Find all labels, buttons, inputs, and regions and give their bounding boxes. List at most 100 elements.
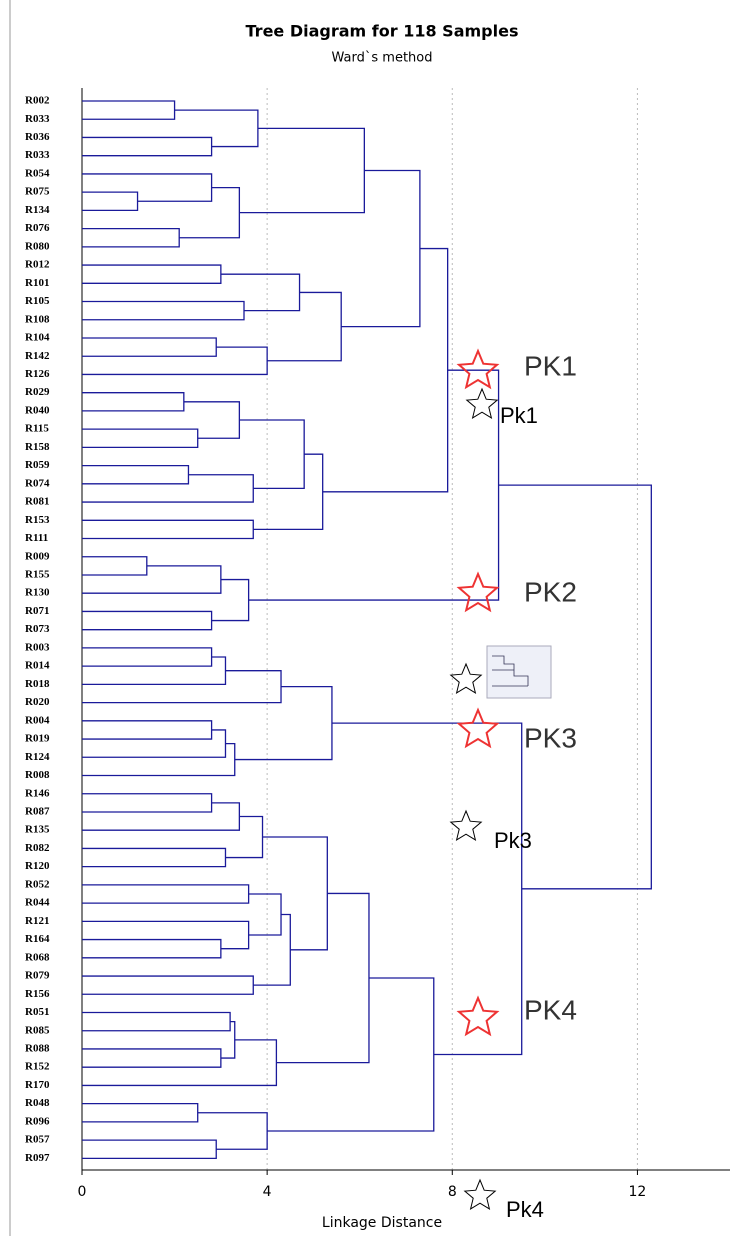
leaf-label: R014	[25, 660, 50, 672]
link	[82, 101, 175, 119]
leaf-label: R044	[25, 897, 50, 909]
leaf-label: R170	[25, 1079, 50, 1091]
chart-title: Tree Diagram for 118 Samples	[246, 22, 519, 41]
link	[82, 1104, 198, 1122]
link	[82, 338, 216, 356]
link	[82, 302, 244, 320]
leaf-label: R156	[25, 988, 50, 1000]
leaf-label: R079	[25, 970, 50, 982]
leaf-label: R155	[25, 569, 50, 581]
leaf-label: R080	[25, 240, 50, 252]
link	[235, 687, 332, 760]
leaf-label: R096	[25, 1115, 50, 1127]
leaf-label: R054	[25, 167, 50, 179]
annotation: Pk1	[500, 403, 538, 428]
annotation: PK4	[524, 994, 577, 1025]
link	[82, 520, 253, 538]
leaf-label: R108	[25, 313, 50, 325]
star	[467, 389, 497, 418]
leaf-label: R073	[25, 623, 50, 635]
star	[459, 998, 497, 1034]
link	[332, 723, 522, 1054]
link	[82, 137, 212, 155]
leaf-label: R068	[25, 951, 50, 963]
link	[82, 393, 184, 411]
leaf-label: R087	[25, 806, 50, 818]
leaf-label: R051	[25, 1006, 49, 1018]
leaf-label: R085	[25, 1024, 50, 1036]
leaf-label: R002	[25, 95, 50, 107]
link	[249, 370, 499, 600]
leaf-label: R029	[25, 386, 50, 398]
star	[459, 574, 497, 610]
link	[82, 803, 239, 830]
link	[82, 174, 212, 201]
star	[459, 710, 497, 746]
x-tick-label: 4	[263, 1184, 272, 1200]
leaf-label: R082	[25, 842, 50, 854]
leaf-label: R158	[25, 441, 50, 453]
link	[82, 557, 147, 575]
leaf-label: R134	[25, 204, 50, 216]
link	[82, 1049, 221, 1067]
link	[253, 915, 290, 986]
star	[459, 351, 497, 387]
link	[267, 978, 434, 1131]
link	[82, 229, 179, 247]
leaf-label: R036	[25, 131, 50, 143]
x-tick-label: 8	[448, 1184, 457, 1200]
x-tick-label: 0	[78, 1184, 87, 1200]
leaf-label: R135	[25, 824, 50, 836]
leaf-label: R142	[25, 350, 50, 362]
link	[82, 657, 225, 684]
leaf-label: R033	[25, 113, 50, 125]
link	[82, 347, 267, 374]
link	[82, 940, 221, 958]
leaf-label: R088	[25, 1042, 50, 1054]
leaf-label: R115	[25, 423, 49, 435]
leaf-label: R003	[25, 641, 50, 653]
leaf-label: R048	[25, 1097, 50, 1109]
star	[451, 664, 481, 693]
leaf-label: R052	[25, 878, 50, 890]
link	[82, 192, 138, 210]
link	[82, 265, 221, 283]
leaf-label: R101	[25, 277, 49, 289]
link	[82, 1140, 216, 1158]
leaf-label: R040	[25, 404, 50, 416]
leaf-label: R121	[25, 915, 49, 927]
leaf-label: R033	[25, 149, 50, 161]
link	[221, 1022, 235, 1058]
star	[465, 1180, 495, 1209]
link	[82, 721, 212, 739]
leaf-label: R075	[25, 186, 50, 198]
leaf-label: R146	[25, 787, 50, 799]
link	[82, 921, 249, 948]
leaf-label: R124	[25, 751, 50, 763]
thumbnail	[487, 646, 551, 698]
leaf-label: R081	[25, 496, 49, 508]
leaf-label: R120	[25, 860, 50, 872]
leaf-label: R076	[25, 222, 50, 234]
link	[267, 292, 341, 360]
leaf-label: R105	[25, 295, 50, 307]
link	[82, 466, 188, 484]
leaf-label: R097	[25, 1152, 50, 1164]
leaf-label: R074	[25, 477, 50, 489]
link	[341, 171, 420, 327]
link	[239, 420, 304, 488]
leaf-label: R009	[25, 550, 50, 562]
link	[82, 730, 225, 757]
link	[82, 976, 253, 994]
leaf-label: R071	[25, 605, 49, 617]
chart: Tree Diagram for 118 Samples Ward`s meth…	[0, 0, 733, 1236]
x-axis-label: Linkage Distance	[322, 1215, 442, 1231]
link	[82, 794, 212, 812]
link	[82, 671, 281, 703]
leaf-label: R018	[25, 678, 50, 690]
leaf-label: R152	[25, 1061, 50, 1073]
link	[82, 885, 249, 903]
link	[323, 249, 448, 492]
x-tick-label: 12	[629, 1184, 647, 1200]
annotation: PK3	[524, 722, 577, 753]
